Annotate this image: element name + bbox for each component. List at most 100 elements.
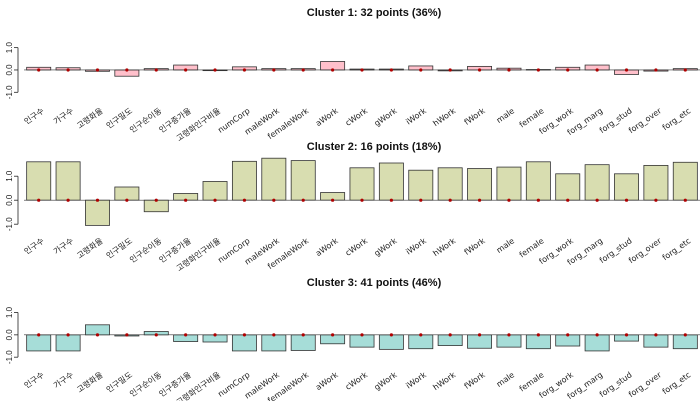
y-tick-label: 1.0 (5, 42, 14, 54)
bar-13 (408, 334, 434, 350)
x-tick-label: hWork (431, 106, 457, 128)
bar-4 (143, 199, 169, 213)
y-tick-label: 0.0 (5, 194, 14, 206)
x-tick-label: cWork (344, 236, 370, 258)
bar-1 (55, 161, 81, 201)
bar-2 (85, 199, 110, 226)
y-tick-label: 0.0 (5, 64, 14, 76)
panel-title: Cluster 2: 16 points (18%) (307, 141, 442, 153)
center-marker-18 (566, 198, 570, 202)
bar-21 (643, 164, 669, 201)
x-tick-label: cWork (344, 106, 370, 128)
bar-0 (26, 334, 52, 352)
center-marker-13 (419, 68, 423, 72)
center-marker-20 (624, 198, 629, 202)
panel-title: Cluster 3: 41 points (46%) (307, 277, 442, 289)
x-tick-label: gWork (373, 236, 399, 258)
center-marker-4 (154, 68, 158, 72)
center-marker-0 (37, 198, 41, 202)
center-marker-8 (272, 198, 276, 202)
center-marker-11 (360, 333, 364, 337)
x-tick-label: forg_over (627, 370, 664, 399)
x-tick-label: gWork (373, 106, 399, 128)
bar-15 (467, 334, 493, 349)
x-tick-label: forg_etc (661, 106, 693, 132)
x-tick-label: iWork (404, 370, 428, 390)
x-tick-label: forg_over (627, 236, 664, 265)
center-marker-7 (242, 198, 247, 202)
center-marker-12 (389, 198, 393, 202)
center-marker-17 (536, 198, 540, 202)
bar-1 (55, 334, 81, 352)
x-tick-label: 고령화율 (75, 236, 104, 260)
x-tick-label: 인구순이동 (128, 235, 164, 264)
bar-14 (437, 167, 463, 201)
center-marker-20 (624, 68, 629, 72)
bar-9 (290, 160, 316, 201)
center-marker-20 (624, 333, 629, 337)
x-tick-label: fWork (463, 370, 487, 391)
bar-18 (555, 173, 581, 201)
x-tick-label: fWork (463, 236, 487, 257)
x-tick-label: forg_etc (661, 236, 693, 262)
bar-12 (378, 162, 404, 201)
center-marker-16 (507, 68, 511, 72)
x-tick-label: iWork (404, 106, 428, 126)
center-marker-12 (389, 68, 393, 72)
center-marker-2 (95, 333, 100, 337)
center-marker-0 (37, 333, 41, 337)
center-marker-8 (272, 68, 276, 72)
center-marker-21 (654, 333, 658, 337)
bar-17 (525, 161, 551, 201)
x-tick-label: cWork (344, 370, 370, 392)
bar-8 (261, 157, 287, 201)
center-marker-13 (419, 198, 423, 202)
x-tick-label: 고령화율 (75, 106, 104, 130)
center-marker-19 (595, 333, 599, 337)
center-marker-10 (331, 68, 335, 72)
y-tick-label: 0.0 (5, 329, 14, 341)
center-marker-9 (301, 68, 305, 72)
bar-21 (643, 334, 669, 348)
center-marker-10 (331, 333, 335, 337)
center-marker-21 (654, 198, 658, 202)
x-tick-label: aWork (314, 370, 340, 392)
bar-12 (378, 334, 404, 350)
center-marker-6 (213, 333, 217, 337)
center-marker-15 (477, 333, 482, 337)
bar-16 (496, 334, 522, 348)
panel-3: Cluster 3: 41 points (46%) -1.0 0.0 1.0 인구수 가… (5, 277, 700, 401)
center-marker-1 (66, 333, 70, 337)
x-tick-label: hWork (431, 370, 457, 392)
center-marker-10 (331, 198, 335, 202)
y-tick-label: 1.0 (5, 306, 14, 318)
x-tick-label: aWork (314, 236, 340, 258)
bar-19 (584, 164, 610, 201)
center-marker-22 (683, 333, 687, 337)
panel-title: Cluster 1: 32 points (36%) (307, 7, 442, 19)
x-tick-label: hWork (431, 236, 457, 258)
center-marker-17 (536, 333, 540, 337)
center-marker-17 (536, 68, 540, 72)
x-tick-label: gWork (373, 370, 399, 392)
bar-7 (231, 160, 257, 201)
x-tick-label: 인구수 (22, 235, 46, 256)
x-tick-label: male (495, 370, 516, 389)
center-marker-14 (448, 333, 452, 337)
x-tick-label: 인구순이동 (128, 105, 164, 134)
center-marker-0 (37, 68, 41, 72)
x-tick-label: 인구수 (22, 105, 46, 126)
bar-15 (467, 168, 493, 201)
center-marker-5 (184, 68, 188, 72)
center-marker-4 (154, 333, 158, 337)
center-marker-1 (66, 198, 70, 202)
x-tick-label: 인구수 (22, 369, 46, 390)
x-tick-label: 고령화율 (75, 370, 104, 394)
center-marker-15 (477, 198, 482, 202)
bar-8 (261, 334, 287, 352)
center-marker-16 (507, 333, 511, 337)
x-tick-label: male (495, 106, 516, 125)
x-tick-label: 가구수 (52, 370, 75, 390)
center-marker-6 (213, 198, 217, 202)
center-marker-18 (566, 68, 570, 72)
